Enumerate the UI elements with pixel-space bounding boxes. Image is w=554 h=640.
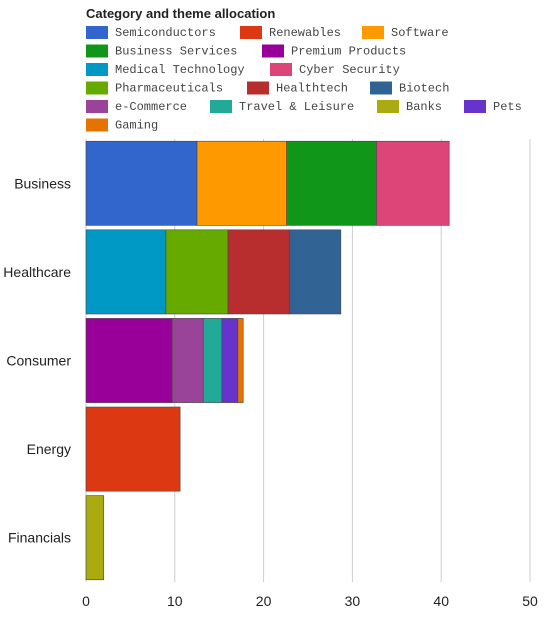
legend-swatch	[86, 81, 108, 95]
bar-financials	[85, 495, 105, 581]
legend-swatch	[362, 26, 384, 39]
bar-segment-cyber-security	[376, 140, 450, 226]
x-axis-tick-labels: 0 10 20 30 40 50	[82, 593, 538, 609]
x-tick-label: 30	[345, 593, 361, 609]
bar-segment-e-commerce	[171, 318, 204, 403]
legend-label: e-Commerce	[115, 100, 187, 114]
category-label: Consumer	[6, 353, 71, 369]
bar-segment-semiconductors	[85, 140, 198, 226]
legend-label: Healthtech	[276, 82, 348, 96]
x-tick-label: 50	[522, 593, 538, 609]
category-label: Financials	[8, 530, 71, 546]
legend-swatch	[370, 81, 392, 95]
bar-segment-renewables	[85, 406, 181, 492]
legend-item-software: Software	[362, 26, 449, 40]
bar-energy	[85, 406, 181, 492]
bar-healthcare	[85, 229, 342, 315]
bar-segment-pets	[221, 318, 239, 403]
legend-item-cyber-security: Cyber Security	[270, 63, 400, 77]
legend: Semiconductors Renewables Software Business…	[86, 26, 522, 133]
category-labels: Business Healthcare Consumer Energy Financia…	[3, 175, 71, 545]
legend-item-gaming: Gaming	[86, 118, 158, 133]
category-label: Business	[14, 175, 71, 191]
legend-swatch	[377, 100, 399, 113]
legend-item-pets: Pets	[464, 100, 522, 114]
legend-item-healthtech: Healthtech	[247, 81, 348, 96]
bar-segment-pharmaceuticals	[165, 229, 229, 315]
x-tick-label: 20	[256, 593, 272, 609]
bars	[85, 140, 450, 581]
legend-label: Renewables	[269, 26, 341, 40]
legend-item-business-services: Business Services	[86, 44, 237, 59]
legend-swatch	[270, 63, 292, 76]
legend-item-travel-leisure: Travel & Leisure	[210, 100, 354, 114]
bar-segment-gaming	[237, 318, 244, 403]
bar-segment-biotech	[289, 229, 342, 315]
x-tick-label: 40	[433, 593, 449, 609]
legend-label: Medical Technology	[115, 63, 245, 77]
legend-label: Cyber Security	[299, 63, 400, 77]
legend-label: Pets	[493, 100, 522, 114]
legend-swatch	[210, 100, 232, 113]
bar-segment-banks	[85, 495, 105, 581]
legend-swatch	[247, 81, 269, 95]
bar-segment-business-services	[286, 140, 377, 226]
legend-swatch	[464, 100, 486, 113]
legend-item-biotech: Biotech	[370, 81, 449, 96]
legend-swatch	[262, 44, 284, 58]
bar-business	[85, 140, 450, 226]
legend-swatch	[86, 44, 108, 58]
legend-label: Premium Products	[291, 45, 406, 59]
bar-segment-travel-leisure	[202, 318, 223, 403]
category-label: Energy	[27, 441, 71, 457]
legend-item-banks: Banks	[377, 100, 442, 114]
legend-item-renewables: Renewables	[240, 26, 341, 40]
legend-label: Biotech	[399, 82, 449, 96]
legend-label: Pharmaceuticals	[115, 82, 223, 96]
bar-segment-healthtech	[227, 229, 290, 315]
legend-item-pharmaceuticals: Pharmaceuticals	[86, 81, 223, 96]
chart-title: Category and theme allocation	[86, 6, 275, 21]
x-tick-label: 0	[82, 593, 90, 609]
legend-item-premium-products: Premium Products	[262, 44, 406, 59]
legend-item-e-commerce: e-Commerce	[86, 100, 187, 114]
category-label: Healthcare	[3, 264, 71, 280]
legend-label: Travel & Leisure	[239, 100, 354, 114]
legend-item-medical-technology: Medical Technology	[86, 63, 245, 77]
legend-swatch	[86, 63, 108, 76]
legend-item-semiconductors: Semiconductors	[86, 26, 216, 40]
legend-swatch	[86, 26, 108, 39]
legend-label: Banks	[406, 100, 442, 114]
bar-consumer	[85, 318, 244, 403]
legend-label: Semiconductors	[115, 26, 216, 40]
bar-segment-premium-products	[85, 318, 173, 403]
bar-segment-software	[196, 140, 287, 226]
legend-swatch	[86, 118, 108, 132]
legend-swatch	[240, 26, 262, 39]
legend-label: Gaming	[115, 119, 158, 133]
legend-swatch	[86, 100, 108, 113]
bar-segment-medical-technology	[85, 229, 167, 315]
legend-label: Software	[391, 26, 449, 40]
legend-label: Business Services	[115, 45, 237, 59]
x-tick-label: 10	[167, 593, 183, 609]
